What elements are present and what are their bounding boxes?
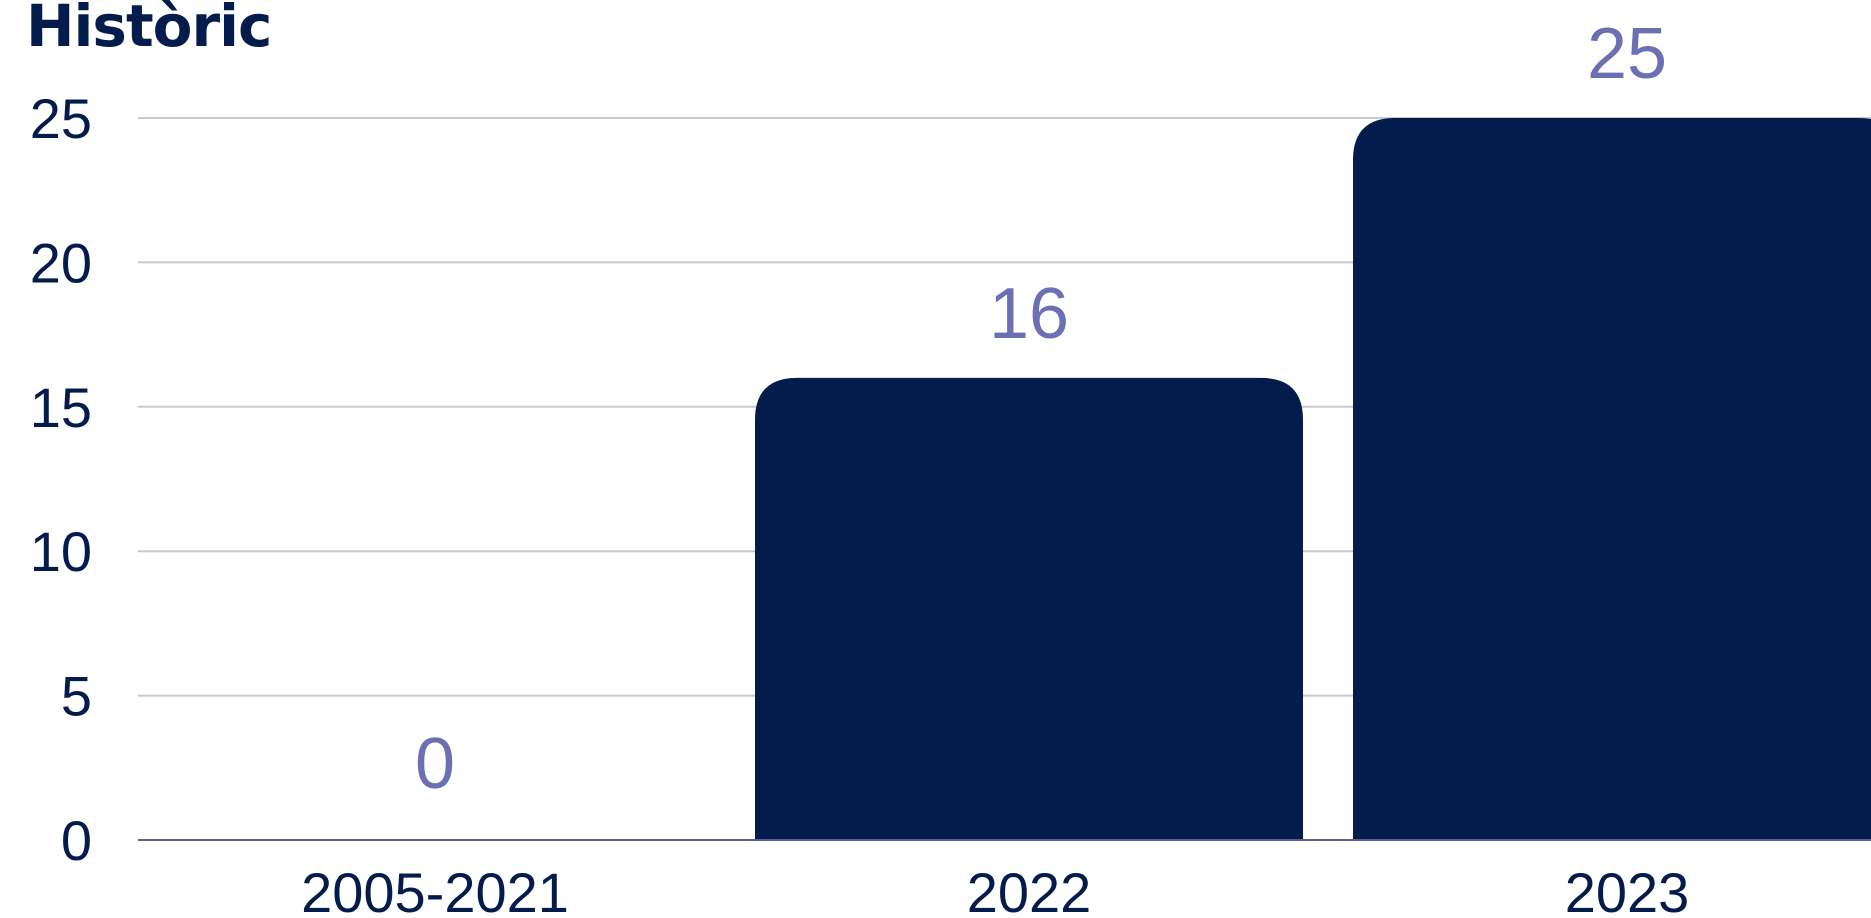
bar-2023 [1353, 118, 1871, 840]
chart-title: Històric [26, 0, 272, 60]
x-category-label-2005-2021: 2005-2021 [301, 861, 569, 918]
data-label-2023: 25 [1587, 14, 1667, 94]
bars [755, 118, 1871, 840]
y-tick-label-10: 10 [30, 520, 92, 583]
y-tick-label-25: 25 [30, 87, 92, 150]
bar-2022 [755, 377, 1303, 840]
data-label-2005-2021: 0 [415, 724, 455, 804]
y-tick-label-0: 0 [61, 809, 92, 872]
y-tick-label-15: 15 [30, 376, 92, 439]
y-tick-label-5: 5 [61, 665, 92, 728]
y-axis-ticks: 0 5 10 15 20 25 [30, 87, 92, 872]
data-labels: 0 16 25 [415, 14, 1667, 804]
x-category-label-2022: 2022 [967, 861, 1092, 918]
data-label-2022: 16 [989, 274, 1069, 354]
x-category-label-2023: 2023 [1565, 861, 1690, 918]
y-tick-label-20: 20 [30, 231, 92, 294]
x-axis-categories: 2005-2021 2022 2023 [301, 861, 1689, 918]
